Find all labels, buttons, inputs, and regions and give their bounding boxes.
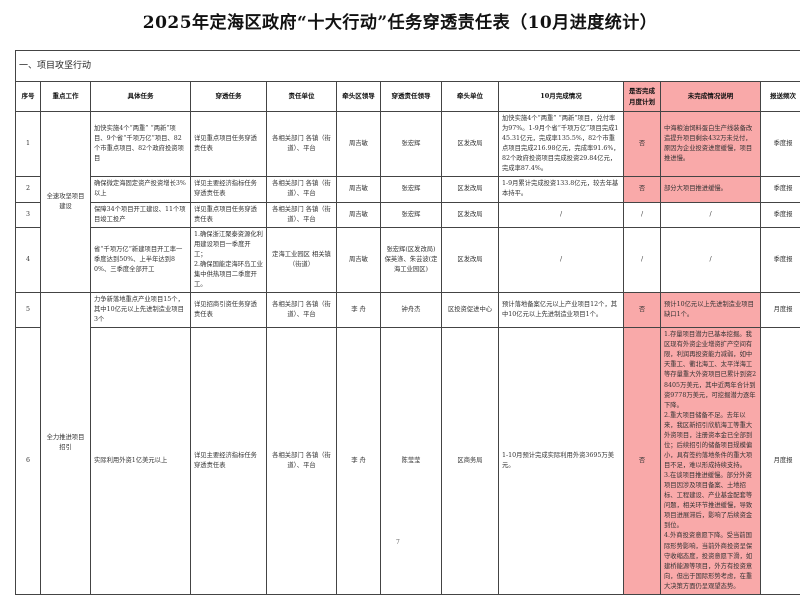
progress-cell: 1-9月累计完成投资133.8亿元，较去年基本持平。: [499, 177, 624, 202]
sub-cell: 详见主要经济指标任务穿透责任表: [191, 177, 267, 202]
section-heading: 一、项目攻坚行动: [16, 51, 800, 82]
freq-cell: 季度报: [761, 227, 800, 292]
progress-cell: /: [499, 202, 624, 227]
no-cell: 5: [16, 293, 41, 328]
sub-cell: 详见重点项目任务穿透责任表: [191, 112, 267, 177]
freq-cell: 季度报: [761, 202, 800, 227]
table-row: 6 实际利用外资1亿美元以上详见主要经济指标任务穿透责任表各相关部门 各镇（街道）…: [16, 328, 800, 595]
pleader-cell: 张宏辉: [381, 112, 442, 177]
col-header: 是否完成月度计划: [624, 82, 661, 112]
page-title: 2025年定海区政府“十大行动”任务穿透责任表（10月进度统计）: [0, 8, 800, 33]
lead-unit-cell: 区发改局: [442, 177, 499, 202]
lead-unit-cell: 区发改局: [442, 202, 499, 227]
unit-cell: 各相关部门 各镇（街道）、平台: [267, 177, 337, 202]
lead-unit-cell: 区投资促进中心: [442, 293, 499, 328]
lead-unit-cell: 区发改局: [442, 112, 499, 177]
group-cell: 全速攻坚项目建设: [41, 112, 91, 293]
col-header: 未完成情况说明: [661, 82, 761, 112]
table-row: 3 保障34个项目开工建设、11个项目竣工投产详见重点项目任务穿透责任表各相关部门…: [16, 202, 800, 227]
reason-cell: 1.存量项目潜力已基本挖掘。我区现有外资企业增资扩产空间有限，利润再投资能力减弱…: [661, 328, 761, 595]
reason-cell: /: [661, 227, 761, 292]
sub-cell: 1.确保浙江聚泰资源化利用建设项目一季度开工； 2.确保国能定海环岛工业集中供热…: [191, 227, 267, 292]
col-header: 牵头区领导: [337, 82, 381, 112]
sub-cell: 详见重点项目任务穿透责任表: [191, 202, 267, 227]
header-row: 序号 重点工作 具体任务 穿透任务 责任单位 牵头区领导 穿透责任领导 牵头单位…: [16, 82, 800, 112]
lead-unit-cell: 区商务局: [442, 328, 499, 595]
reason-cell: 部分大项目推进缓慢。: [661, 177, 761, 202]
task-cell: 加快实施4个“两重” “两新”项目、9个省“千项万亿”项目、82个市重点项目、8…: [91, 112, 191, 177]
no-cell: 6: [16, 328, 41, 595]
group-cell: 全力推进项目招引: [41, 293, 91, 595]
col-header: 具体任务: [91, 82, 191, 112]
col-header: 责任单位: [267, 82, 337, 112]
unit-cell: 各相关部门 各镇（街道）、平台: [267, 202, 337, 227]
progress-cell: 1-10月预计完成实际利用外资3695万美元。: [499, 328, 624, 595]
page-number: 7: [396, 539, 400, 546]
task-table: 一、项目攻坚行动 序号 重点工作 具体任务 穿透任务 责任单位 牵头区领导 穿透…: [15, 50, 800, 595]
progress-cell: /: [499, 227, 624, 292]
pleader-cell: 钟舟杰: [381, 293, 442, 328]
task-cell: 力争新落地重点产业项目15个，其中10亿元以上先进制造业项目3个: [91, 293, 191, 328]
pleader-cell: 张宏辉: [381, 177, 442, 202]
task-cell: 确保微定海固定资产投资增长3%以上: [91, 177, 191, 202]
leader-cell: 李 舟: [337, 293, 381, 328]
reason-cell: 中海粮油饲料蛋白生产线装备改造提升项目剩余432万未兑付，原因为企业投资进度缓慢…: [661, 112, 761, 177]
done-cell: /: [624, 227, 661, 292]
task-cell: 实际利用外资1亿美元以上: [91, 328, 191, 595]
progress-cell: 预计落地备案亿元以上产业项目12个，其中10亿元以上先进制造业项目1个。: [499, 293, 624, 328]
unit-cell: 定海工业园区 相关镇（街道）: [267, 227, 337, 292]
no-cell: 1: [16, 112, 41, 177]
done-cell: /: [624, 202, 661, 227]
freq-cell: 季度报: [761, 112, 800, 177]
done-cell: 否: [624, 293, 661, 328]
leader-cell: 周吉敏: [337, 202, 381, 227]
done-cell: 否: [624, 112, 661, 177]
reason-cell: 预计10亿元以上先进制造业项目缺口1个。: [661, 293, 761, 328]
table-row: 2 确保微定海固定资产投资增长3%以上详见主要经济指标任务穿透责任表各相关部门 各…: [16, 177, 800, 202]
col-header: 穿透责任领导: [381, 82, 442, 112]
leader-cell: 周吉敏: [337, 227, 381, 292]
col-header: 牵头单位: [442, 82, 499, 112]
table-row: 4 省“千项万亿”新建项目开工率一季度达到50%、上半年达到80%、三季度全部开工…: [16, 227, 800, 292]
sub-cell: 详见招商引资任务穿透责任表: [191, 293, 267, 328]
col-header: 报送频次: [761, 82, 800, 112]
pleader-cell: 张宏辉(区发改局)保英涤、朱芸波(定海工业园区): [381, 227, 442, 292]
freq-cell: 月度报: [761, 293, 800, 328]
leader-cell: 周吉敏: [337, 112, 381, 177]
no-cell: 4: [16, 227, 41, 292]
sub-cell: 详见主要经济指标任务穿透责任表: [191, 328, 267, 595]
task-cell: 保障34个项目开工建设、11个项目竣工投产: [91, 202, 191, 227]
progress-cell: 加快实施4个“两重” “两新”项目，兑付率为97%。1-9月个省“千项万亿”项目…: [499, 112, 624, 177]
pleader-cell: 陈莹莹: [381, 328, 442, 595]
col-header: 穿透任务: [191, 82, 267, 112]
reason-cell: /: [661, 202, 761, 227]
col-header: 重点工作: [41, 82, 91, 112]
no-cell: 2: [16, 177, 41, 202]
col-header: 序号: [16, 82, 41, 112]
task-cell: 省“千项万亿”新建项目开工率一季度达到50%、上半年达到80%、三季度全部开工: [91, 227, 191, 292]
unit-cell: 各相关部门 各镇（街道）、平台: [267, 112, 337, 177]
col-header: 10月完成情况: [499, 82, 624, 112]
unit-cell: 各相关部门 各镇（街道）、平台: [267, 293, 337, 328]
freq-cell: 月度报: [761, 328, 800, 595]
leader-cell: 李 舟: [337, 328, 381, 595]
done-cell: 否: [624, 328, 661, 595]
lead-unit-cell: 区发改局: [442, 227, 499, 292]
unit-cell: 各相关部门 各镇（街道）、平台: [267, 328, 337, 595]
done-cell: 否: [624, 177, 661, 202]
freq-cell: 季度报: [761, 177, 800, 202]
no-cell: 3: [16, 202, 41, 227]
leader-cell: 周吉敏: [337, 177, 381, 202]
pleader-cell: 张宏辉: [381, 202, 442, 227]
